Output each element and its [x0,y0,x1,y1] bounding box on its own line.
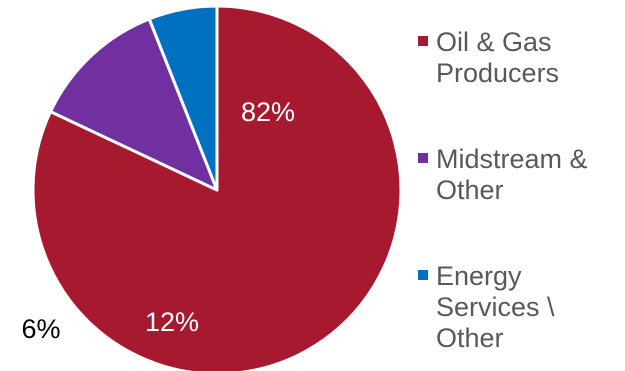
pie-data-labels: 82% 12% 6% [21,97,295,344]
pie-slices [31,4,403,371]
legend-entry-1: Oil & Gas Producers [436,27,559,88]
pie-slice-3 [147,4,219,192]
legend-marker-1 [418,36,428,46]
legend-entry-2: Midstream & Other [436,144,588,205]
data-label-2: 12% [145,307,199,337]
legend-entry-3: Energy Services \ Other [436,261,555,353]
legend-marker-3 [418,270,428,280]
legend-marker-2 [418,153,428,163]
pie-slice-2 [49,17,219,192]
legend: Oil & Gas Producers Midstream & Other Energy… [418,27,588,353]
data-label-1: 82% [241,97,295,127]
data-label-3: 6% [21,314,60,344]
pie-slice-1 [31,4,403,371]
